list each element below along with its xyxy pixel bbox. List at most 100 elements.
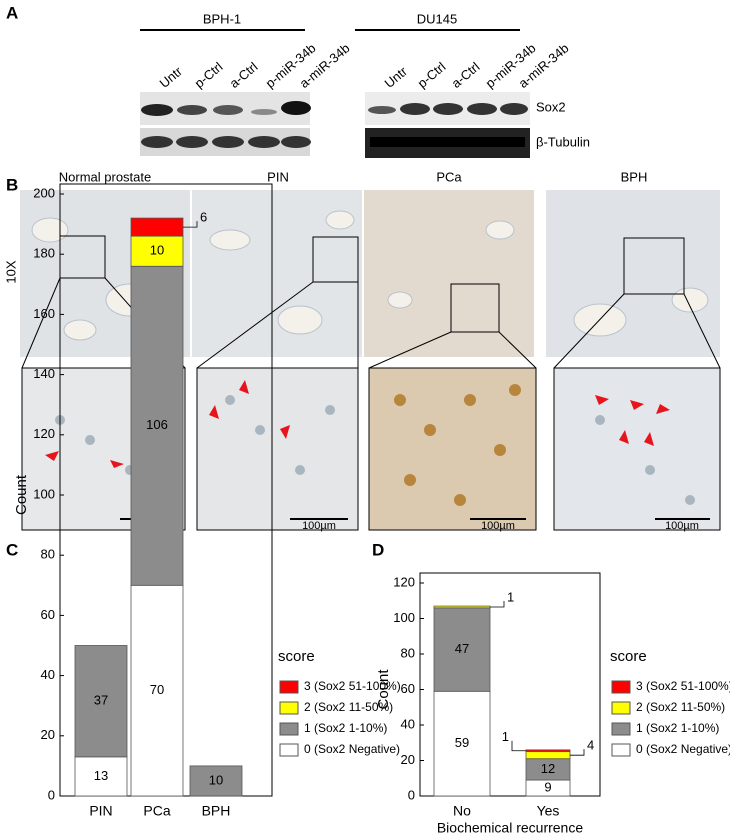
value-label: 10 xyxy=(150,243,164,258)
value-label: 70 xyxy=(150,682,164,697)
y-tick-label: 140 xyxy=(33,366,55,381)
column-title: PCa xyxy=(436,169,462,184)
legend-label: 3 (Sox2 51-100%) xyxy=(304,679,401,693)
panel-letter: D xyxy=(372,540,384,559)
y-tick-label: 0 xyxy=(48,787,55,802)
panel-letter: C xyxy=(6,540,18,559)
lane-label: a-Ctrl xyxy=(226,59,260,91)
x-tick-label: No xyxy=(453,803,471,819)
legend-label: 3 (Sox2 51-100%) xyxy=(636,679,730,693)
lane-label: a-Ctrl xyxy=(448,59,482,91)
legend-swatch xyxy=(611,722,631,736)
legend-label: 2 (Sox2 11-50%) xyxy=(636,700,725,714)
bar-segment xyxy=(189,765,243,797)
legend-swatch xyxy=(611,701,631,715)
legend-label: 1 (Sox2 1-10%) xyxy=(636,721,719,735)
legend-label: 0 (Sox2 Negative) xyxy=(636,742,730,756)
leader-line xyxy=(511,740,526,752)
value-label: 9 xyxy=(544,779,551,794)
value-label: 12 xyxy=(541,761,555,776)
scale-bar-label: 100µm xyxy=(302,520,336,532)
column-title: BPH xyxy=(621,169,648,184)
bar-segment xyxy=(74,645,128,758)
legend-swatch xyxy=(611,680,631,694)
bar-segment xyxy=(433,605,491,609)
panel-letter: A xyxy=(6,3,18,22)
y-tick-label: 80 xyxy=(41,547,55,562)
legend-swatch xyxy=(279,743,299,757)
x-tick-label: PIN xyxy=(89,803,112,819)
blot xyxy=(140,92,530,158)
y-tick-label: 20 xyxy=(41,727,55,742)
scale-bar-label: 100µm xyxy=(481,520,515,532)
bar-segment xyxy=(525,749,571,753)
y-tick-label: 120 xyxy=(33,426,55,441)
column-title: PIN xyxy=(267,169,289,184)
magnification: 10X xyxy=(3,260,18,283)
legend-label: 2 (Sox2 11-50%) xyxy=(304,700,393,714)
value-label: 106 xyxy=(146,417,168,432)
lane-label: p-Ctrl xyxy=(191,59,225,91)
y-axis-label: Count xyxy=(13,474,30,515)
legend-swatch xyxy=(279,701,299,715)
value-label: 59 xyxy=(455,735,469,750)
column-title: Normal prostate xyxy=(59,169,151,184)
y-tick-label: 160 xyxy=(33,306,55,321)
leader-line xyxy=(490,600,505,608)
lane-label: Untr xyxy=(381,63,410,91)
legend-title: score xyxy=(610,648,647,665)
value-label: 13 xyxy=(94,768,108,783)
histology xyxy=(20,190,721,531)
x-tick-label: Yes xyxy=(537,803,560,819)
y-tick-label: 40 xyxy=(41,667,55,682)
y-tick-label: 0 xyxy=(408,787,415,802)
legend-label: 0 (Sox2 Negative) xyxy=(304,742,400,756)
x-tick-label: PCa xyxy=(143,803,170,819)
legend-swatch xyxy=(611,743,631,757)
bar-segment xyxy=(130,265,184,586)
value-label: 37 xyxy=(94,693,108,708)
x-tick-label: BPH xyxy=(202,803,231,819)
bar-segment xyxy=(130,584,184,797)
value-label: 1 xyxy=(507,589,514,604)
y-tick-label: 80 xyxy=(401,645,415,660)
value-label: 47 xyxy=(455,641,469,656)
y-axis-label: Count xyxy=(375,669,392,710)
bar-segment xyxy=(525,751,571,760)
y-tick-label: 40 xyxy=(401,716,415,731)
y-tick-label: 120 xyxy=(393,574,415,589)
value-label: 10 xyxy=(209,772,223,787)
y-tick-label: 180 xyxy=(33,246,55,261)
legend-swatch xyxy=(279,722,299,736)
band-label: β-Tubulin xyxy=(536,134,590,149)
lane-label: p-Ctrl xyxy=(414,59,448,91)
bar-segment xyxy=(130,217,184,237)
bar-segment xyxy=(74,756,128,797)
bar-segment xyxy=(433,607,491,692)
value-label: 1 xyxy=(502,729,509,744)
scale-bar-label: 100µm xyxy=(665,520,699,532)
plot-frame xyxy=(419,572,601,797)
x-axis-label: Biochemical recurrence xyxy=(437,820,583,836)
bar-segment xyxy=(130,235,184,267)
value-label: 6 xyxy=(200,210,207,225)
leader-line xyxy=(570,749,585,756)
value-label: 4 xyxy=(587,738,594,753)
group-label: DU145 xyxy=(417,11,457,26)
panel-letter: B xyxy=(6,175,18,194)
y-tick-label: 100 xyxy=(33,486,55,501)
leader-line xyxy=(183,221,198,228)
legend-title: score xyxy=(278,648,315,665)
y-tick-label: 20 xyxy=(401,752,415,767)
bar-segment xyxy=(433,690,491,797)
legend-swatch xyxy=(279,680,299,694)
y-tick-label: 60 xyxy=(401,681,415,696)
y-tick-label: 60 xyxy=(41,607,55,622)
group-label: BPH-1 xyxy=(203,11,241,26)
y-tick-label: 100 xyxy=(393,610,415,625)
y-tick-label: 200 xyxy=(33,185,55,200)
lane-label: Untr xyxy=(156,63,185,91)
legend-label: 1 (Sox2 1-10%) xyxy=(304,721,387,735)
band-label: Sox2 xyxy=(536,99,566,114)
